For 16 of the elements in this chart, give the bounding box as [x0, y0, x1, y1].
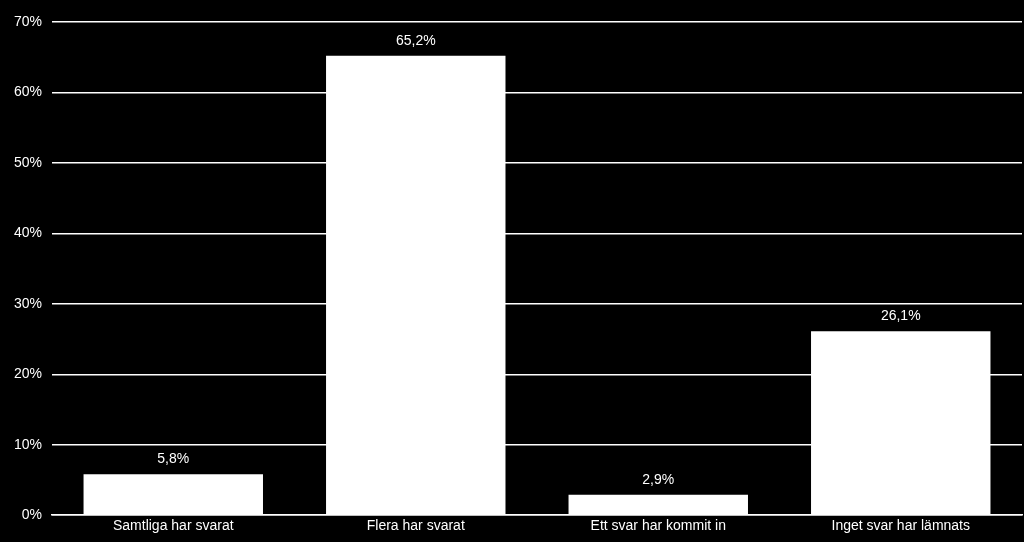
y-tick-label: 10% [13, 435, 43, 452]
x-tick-label: Inget svar har lämnats [831, 517, 971, 534]
y-tick-label: 40% [13, 224, 43, 241]
data-label: 2,9% [642, 470, 675, 487]
y-tick-label: 50% [13, 153, 43, 170]
y-tick-label: 30% [13, 294, 43, 311]
x-tick-label: Samtliga har svarat [112, 517, 234, 534]
data-label: 5,8% [157, 450, 190, 467]
data-label: 65,2% [395, 31, 436, 48]
y-tick-label: 20% [13, 365, 43, 382]
y-tick-label: 70% [13, 12, 43, 29]
x-tick-label: Flera har svarat [366, 517, 465, 534]
data-label: 26,1% [880, 307, 921, 324]
y-tick-label: 60% [13, 83, 43, 100]
x-tick-label: Ett svar har kommit in [590, 517, 726, 534]
y-tick-label: 0% [21, 506, 43, 523]
